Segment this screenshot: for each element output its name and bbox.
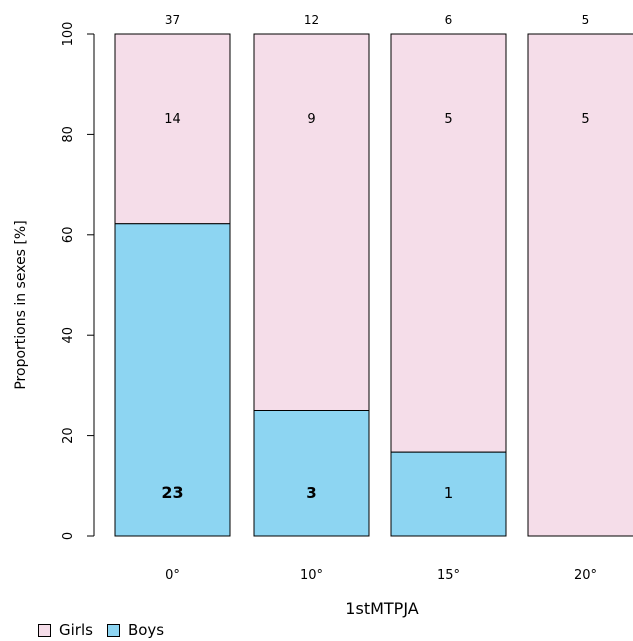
bar-boys (253, 410, 370, 537)
bar-girls (527, 33, 633, 537)
x-tick-labels: 0° 10° 15° 20° (165, 568, 597, 583)
legend: Girls Boys (38, 621, 178, 639)
legend-label-boys: Boys (127, 621, 165, 639)
x-tick-label: 10° (300, 568, 323, 583)
bar-total-label: 37 (165, 13, 180, 27)
legend-item-girls: Girls (38, 621, 93, 639)
girls-count-label: 9 (307, 112, 315, 127)
girls-count-label: 14 (164, 112, 181, 127)
boys-count-label: 3 (306, 484, 316, 502)
girls-count-label: 5 (581, 112, 589, 127)
bar-girls (253, 33, 370, 411)
bar-total-label: 6 (445, 13, 453, 27)
bar-girls (390, 33, 507, 453)
y-axis: 0 20 40 60 80 100 (61, 22, 95, 540)
legend-swatch-boys (106, 623, 120, 637)
bar-total-label: 12 (304, 13, 319, 27)
y-tick-label: 100 (61, 22, 76, 47)
legend-swatch-girls (38, 623, 51, 637)
legend-item-boys: Boys (106, 621, 165, 639)
y-tick-label: 40 (61, 327, 76, 344)
boys-count-label: 1 (444, 484, 454, 502)
y-tick-label: 20 (61, 427, 76, 444)
legend-label-girls: Girls (59, 621, 93, 639)
bar-boys (390, 451, 507, 537)
x-tick-label: 20° (574, 568, 597, 583)
bar-girls (114, 33, 231, 225)
y-tick-label: 0 (61, 532, 76, 540)
girls-count-label: 5 (444, 112, 452, 127)
bars (114, 33, 633, 537)
y-tick-label: 80 (61, 126, 76, 143)
boys-count-label: 23 (161, 483, 183, 502)
bar-boys (114, 223, 231, 537)
x-axis-label: 1stMTPJA (345, 599, 418, 618)
bar-labels: 37 14 23 12 9 3 6 5 1 5 5 (161, 13, 589, 502)
y-axis-label: Proportions in sexes [%] (13, 220, 29, 389)
bar-total-label: 5 (582, 13, 590, 27)
x-tick-label: 0° (165, 568, 180, 583)
y-tick-label: 60 (61, 227, 76, 244)
x-tick-label: 15° (437, 568, 460, 583)
